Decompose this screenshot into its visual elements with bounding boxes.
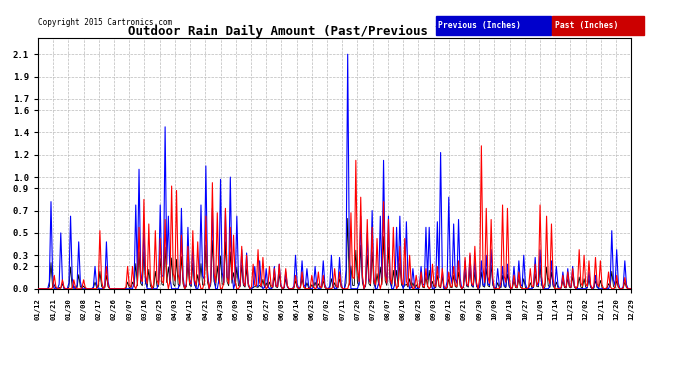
Title: Outdoor Rain Daily Amount (Past/Previous Year) 20150112: Outdoor Rain Daily Amount (Past/Previous… <box>128 24 541 38</box>
Bar <box>435 16 551 35</box>
Bar <box>553 16 644 35</box>
Text: Previous (Inches): Previous (Inches) <box>439 21 522 30</box>
Text: Copyright 2015 Cartronics.com: Copyright 2015 Cartronics.com <box>38 18 172 27</box>
Text: Past (Inches): Past (Inches) <box>555 21 619 30</box>
